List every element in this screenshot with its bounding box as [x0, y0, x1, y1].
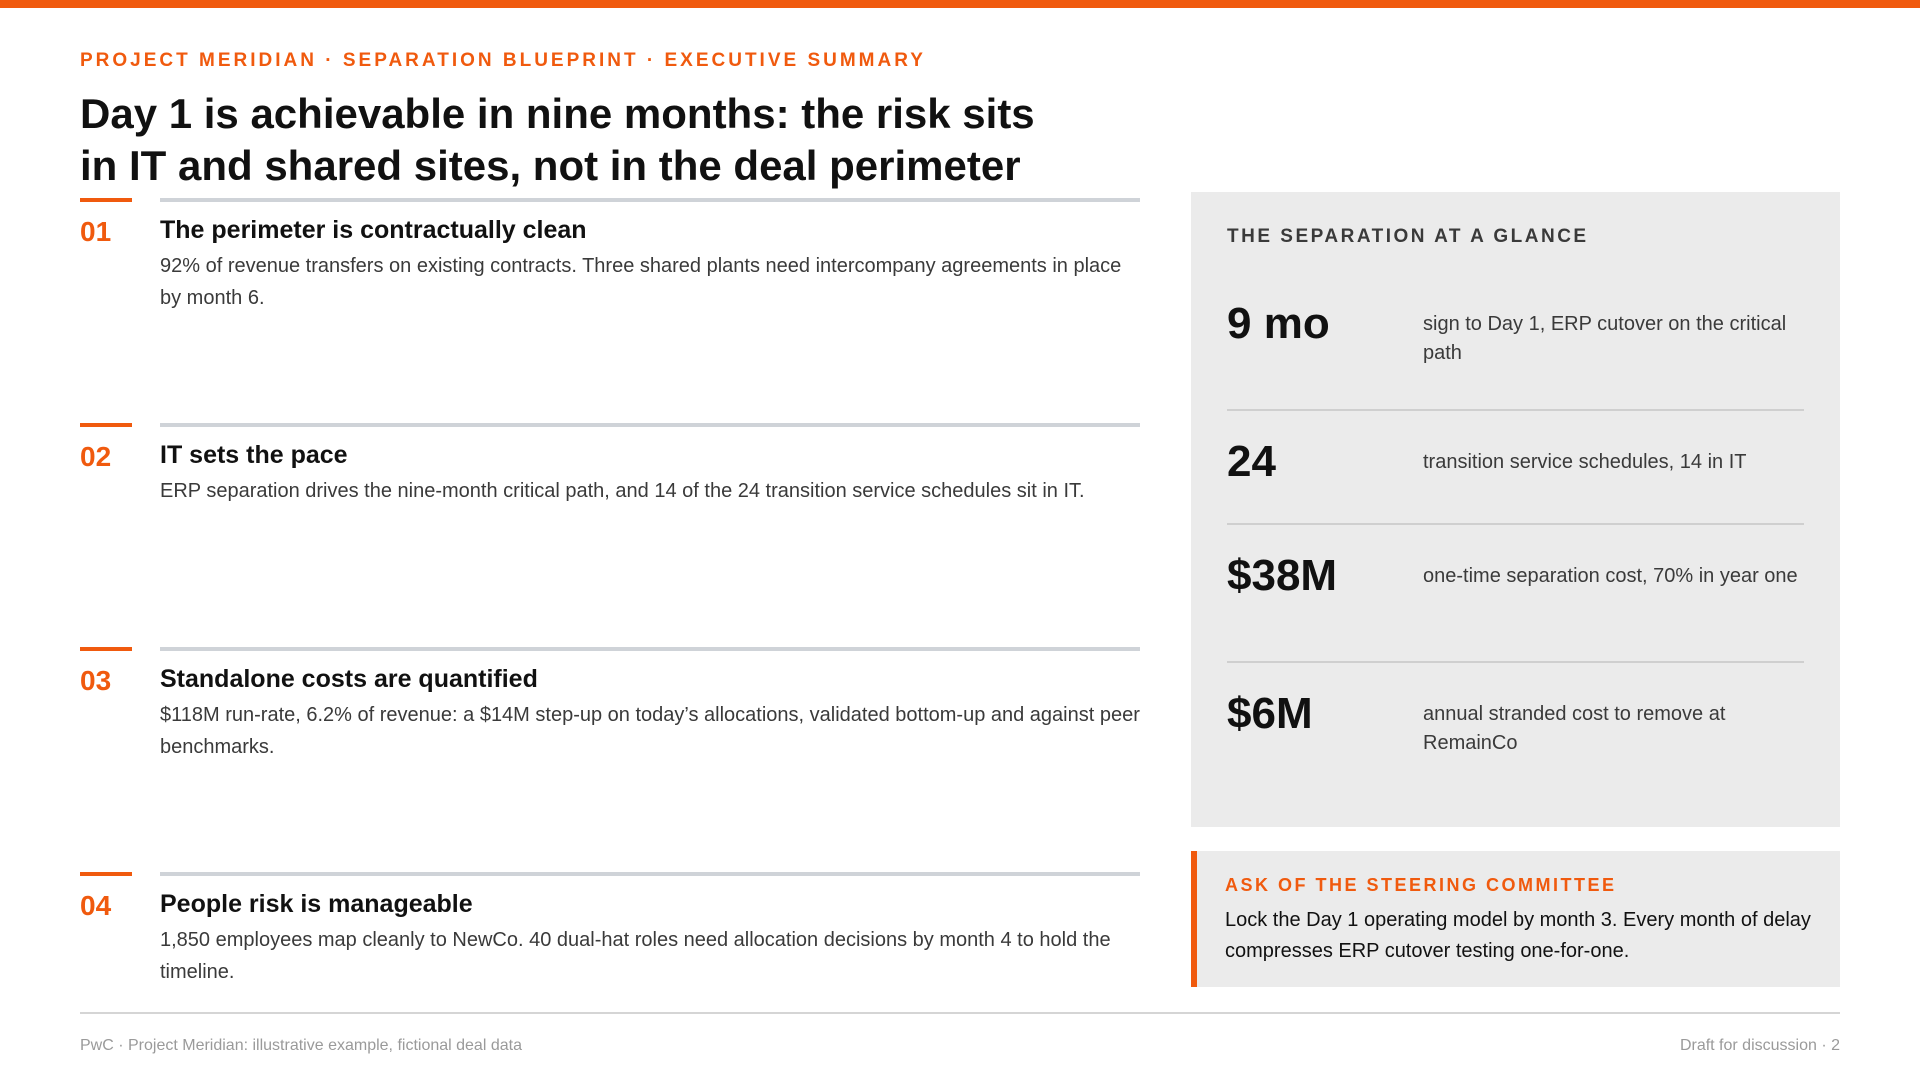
- kicker: PROJECT MERIDIAN · SEPARATION BLUEPRINT …: [80, 50, 926, 71]
- ask-text: Lock the Day 1 operating model by month …: [1225, 909, 1811, 962]
- finding-number-rule: [80, 198, 132, 202]
- stat-description: one-time separation cost, 70% in year on…: [1423, 565, 1798, 587]
- stat-value: $38M: [1227, 551, 1338, 600]
- stat-value: 9 mo: [1227, 299, 1330, 348]
- footer-source: PwC · Project Meridian: illustrative exa…: [80, 1037, 522, 1054]
- glance-label: THE SEPARATION AT A GLANCE: [1227, 226, 1589, 247]
- stat-description: transition service schedules, 14 in IT: [1423, 451, 1747, 473]
- finding-number-rule: [80, 647, 132, 651]
- finding-4: 04 People risk is manageable 1,850 emplo…: [80, 872, 1140, 1072]
- stat-description: annual stranded cost to remove at Remain…: [1423, 703, 1726, 754]
- finding-heading: Standalone costs are quantified: [160, 665, 538, 693]
- finding-heading: The perimeter is contractually clean: [160, 216, 587, 244]
- ask-callout: ASK OF THE STEERING COMMITTEE Lock the D…: [1191, 851, 1840, 987]
- finding-number: 04: [80, 890, 112, 921]
- stat-description: sign to Day 1, ERP cutover on the critic…: [1423, 313, 1787, 364]
- finding-heading: People risk is manageable: [160, 890, 473, 918]
- top-accent-bar: [0, 0, 1920, 8]
- stat-divider: [1227, 661, 1804, 663]
- finding-number-rule: [80, 423, 132, 427]
- finding-1: 01 The perimeter is contractually clean …: [80, 198, 1140, 398]
- stat-value: 24: [1227, 437, 1276, 486]
- finding-rule: [160, 872, 1140, 876]
- finding-body: $118M run-rate, 6.2% of revenue: a $14M …: [160, 704, 1140, 758]
- stat-value: $6M: [1227, 689, 1313, 738]
- ask-label: ASK OF THE STEERING COMMITTEE: [1225, 875, 1617, 895]
- finding-body: 1,850 employees map cleanly to NewCo. 40…: [160, 929, 1111, 983]
- stat-divider: [1227, 523, 1804, 525]
- finding-heading: IT sets the pace: [160, 441, 348, 469]
- finding-body: 92% of revenue transfers on existing con…: [160, 255, 1122, 309]
- page-title: Day 1 is achievable in nine months: the …: [80, 90, 1035, 189]
- finding-rule: [160, 423, 1140, 427]
- stat-divider: [1227, 409, 1804, 411]
- finding-number: 03: [80, 665, 112, 696]
- glance-panel: THE SEPARATION AT A GLANCE 9 mo sign to …: [1191, 192, 1840, 827]
- finding-number: 02: [80, 441, 112, 472]
- finding-number: 01: [80, 216, 112, 247]
- footer-divider: [80, 1012, 1840, 1014]
- finding-rule: [160, 198, 1140, 202]
- finding-3: 03 Standalone costs are quantified $118M…: [80, 647, 1140, 847]
- finding-2: 02 IT sets the pace ERP separation drive…: [80, 423, 1140, 623]
- footer-page-label: Draft for discussion · 2: [1679, 1037, 1840, 1054]
- finding-rule: [160, 647, 1140, 651]
- finding-body: ERP separation drives the nine-month cri…: [160, 480, 1085, 502]
- finding-number-rule: [80, 872, 132, 876]
